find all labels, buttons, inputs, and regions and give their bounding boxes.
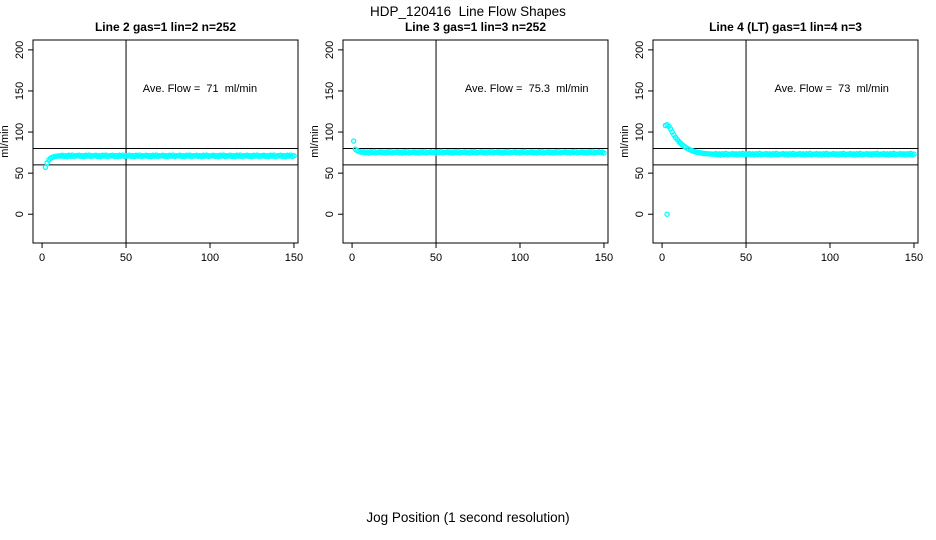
x-tick-label: 150 [905, 252, 923, 264]
x-tick-label: 150 [285, 252, 303, 264]
x-axis: 0 50 100 150 [39, 243, 303, 264]
x-tick-label: 100 [201, 252, 219, 264]
x-tick-label: 100 [511, 252, 529, 264]
data-point [291, 152, 297, 159]
y-tick-label: 200 [14, 41, 26, 59]
y-tick-label: 200 [634, 41, 646, 59]
y-tick-label: 0 [14, 211, 26, 217]
reference-lines [343, 40, 608, 243]
x-axis-label: Jog Position (1 second resolution) [366, 510, 570, 525]
y-axis: 0 50 100 150 200 ml/min [619, 41, 653, 217]
y-axis: 0 50 100 150 200 ml/min [309, 41, 343, 217]
x-axis: 0 50 100 150 [659, 243, 923, 264]
y-tick-label: 0 [324, 211, 336, 217]
x-tick-label: 50 [740, 252, 752, 264]
y-tick-label: 100 [324, 123, 336, 141]
x-tick-label: 50 [120, 252, 132, 264]
x-tick-label: 150 [595, 252, 613, 264]
y-tick-label: 100 [14, 123, 26, 141]
ave-flow-annotation: Ave. Flow = 71 ml/min [143, 83, 257, 95]
data-points [42, 152, 297, 171]
y-tick-label: 150 [14, 82, 26, 100]
data-point [601, 150, 607, 156]
y-axis: 0 50 100 150 200 ml/min [0, 41, 33, 217]
panel-3: Line 4 (LT) gas=1 lin=4 n=3 0 50 100 150 0 50 1… [619, 20, 923, 264]
y-tick-label: 50 [14, 167, 26, 179]
data-point [911, 151, 917, 157]
data-point [42, 164, 49, 171]
x-axis: 0 50 100 150 [349, 243, 613, 264]
y-tick-label: 150 [634, 82, 646, 100]
figure-title: HDP_120416 Line Flow Shapes [370, 4, 566, 19]
panel-title: Line 2 gas=1 lin=2 n=252 [95, 20, 236, 34]
x-tick-label: 100 [821, 252, 839, 264]
y-axis-title: ml/min [0, 125, 11, 157]
y-tick-label: 50 [324, 167, 336, 179]
reference-lines [653, 40, 918, 243]
outlier-point [664, 211, 670, 217]
plot-box [32, 39, 299, 244]
x-tick-label: 50 [430, 252, 442, 264]
reference-lines [33, 40, 298, 243]
panel-1: Line 2 gas=1 lin=2 n=252 0 50 100 150 0 50 100 1… [0, 20, 303, 264]
plot-box [342, 39, 609, 244]
panel-2: Line 3 gas=1 lin=3 n=252 0 50 100 150 0 50 100 1… [309, 20, 613, 264]
y-axis-title: ml/min [309, 125, 321, 157]
x-tick-label: 0 [659, 252, 665, 264]
data-points [662, 121, 917, 217]
x-tick-label: 0 [39, 252, 45, 264]
y-tick-label: 150 [324, 82, 336, 100]
plot-box [652, 39, 919, 244]
outlier-point [350, 138, 357, 144]
data-points [350, 138, 607, 156]
y-axis-title: ml/min [619, 125, 631, 157]
y-tick-label: 100 [634, 123, 646, 141]
y-tick-label: 0 [634, 211, 646, 217]
ave-flow-annotation: Ave. Flow = 73 ml/min [774, 83, 888, 95]
panel-title: Line 4 (LT) gas=1 lin=4 n=3 [709, 20, 862, 34]
y-tick-label: 200 [324, 41, 336, 59]
x-tick-label: 0 [349, 252, 355, 264]
y-tick-label: 50 [634, 167, 646, 179]
panel-title: Line 3 gas=1 lin=3 n=252 [405, 20, 546, 34]
ave-flow-annotation: Ave. Flow = 75.3 ml/min [465, 83, 589, 95]
